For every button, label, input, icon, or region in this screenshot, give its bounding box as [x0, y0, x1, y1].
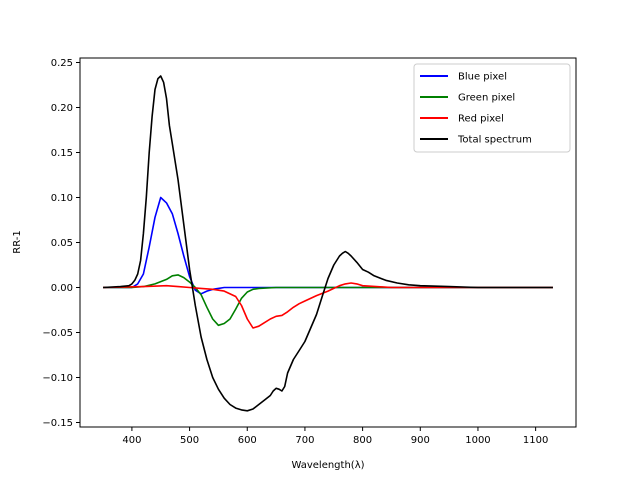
y-tick-label: 0.25	[51, 58, 73, 69]
legend-label-0: Blue pixel	[458, 72, 507, 83]
legend-frame	[413, 63, 571, 153]
y-tick-label: 0.00	[51, 283, 73, 294]
y-tick-label: −0.05	[42, 328, 73, 339]
x-tick-label: 1000	[465, 435, 490, 446]
x-tick-label: 400	[122, 435, 141, 446]
legend-label-2: Red pixel	[458, 114, 504, 125]
legend-label-3: Total spectrum	[457, 135, 532, 146]
series-line-3	[103, 75, 553, 412]
series-layer	[103, 75, 553, 412]
x-tick-label: 900	[411, 435, 430, 446]
series-line-2	[103, 282, 553, 329]
y-tick-label: 0.05	[51, 238, 73, 249]
x-tick-label: 700	[295, 435, 314, 446]
y-tick-label: 0.15	[51, 148, 73, 159]
y-tick-label: −0.10	[42, 373, 73, 384]
x-tick-label: 800	[353, 435, 372, 446]
legend-label-1: Green pixel	[458, 93, 515, 104]
x-tick-label: 500	[180, 435, 199, 446]
x-axis-label: Wavelength(λ)	[291, 460, 364, 471]
y-axis-label: RR-1	[12, 230, 23, 253]
y-tick-label: −0.15	[42, 418, 73, 429]
x-tick-label: 600	[238, 435, 257, 446]
x-ticks: 400 500 600 700 800 900 1000 1100	[122, 427, 548, 446]
x-tick-label: 1100	[523, 435, 548, 446]
legend: Blue pixel Green pixel Red pixel Total spec…	[413, 63, 571, 153]
series-line-1	[103, 274, 553, 327]
y-ticks: −0.15 −0.10 −0.05 0.00 0.05 0.10 0.15 0.20 0.25	[42, 58, 80, 429]
y-tick-label: 0.10	[51, 193, 73, 204]
y-tick-label: 0.20	[51, 103, 73, 114]
